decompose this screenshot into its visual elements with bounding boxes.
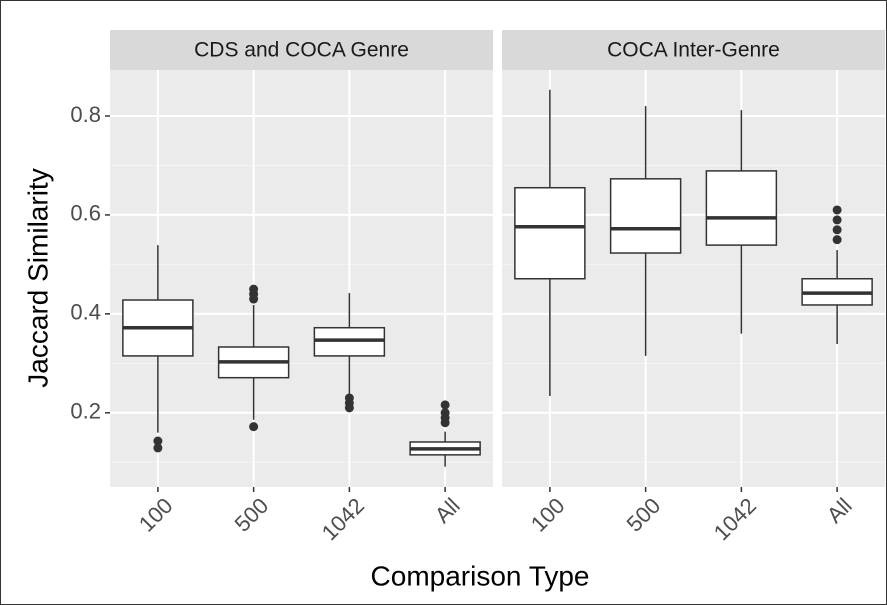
strip-title: COCA Inter-Genre bbox=[607, 39, 780, 62]
outlier bbox=[832, 225, 842, 235]
strip bbox=[502, 30, 885, 70]
y-tick-label: 0.4 bbox=[70, 300, 101, 325]
outlier bbox=[440, 400, 450, 410]
box bbox=[514, 186, 586, 280]
outlier bbox=[832, 235, 842, 245]
strip bbox=[110, 30, 493, 70]
outlier bbox=[344, 403, 354, 413]
strip-title: CDS and COCA Genre bbox=[194, 39, 409, 62]
y-tick-label: 0.6 bbox=[70, 201, 101, 226]
outlier bbox=[440, 418, 450, 428]
outlier bbox=[832, 215, 842, 225]
outlier bbox=[832, 205, 842, 215]
outlier bbox=[249, 422, 259, 432]
outlier bbox=[249, 294, 259, 304]
box bbox=[609, 178, 682, 254]
box bbox=[705, 170, 778, 246]
y-tick-label: 0.2 bbox=[70, 399, 101, 424]
x-axis-title: Comparison Type bbox=[371, 560, 590, 591]
outlier bbox=[153, 436, 163, 446]
y-tick-label: 0.8 bbox=[70, 102, 101, 127]
y-axis-title: Jaccard Similarity bbox=[22, 168, 53, 387]
outlier bbox=[153, 443, 163, 453]
panel-background bbox=[110, 70, 493, 487]
